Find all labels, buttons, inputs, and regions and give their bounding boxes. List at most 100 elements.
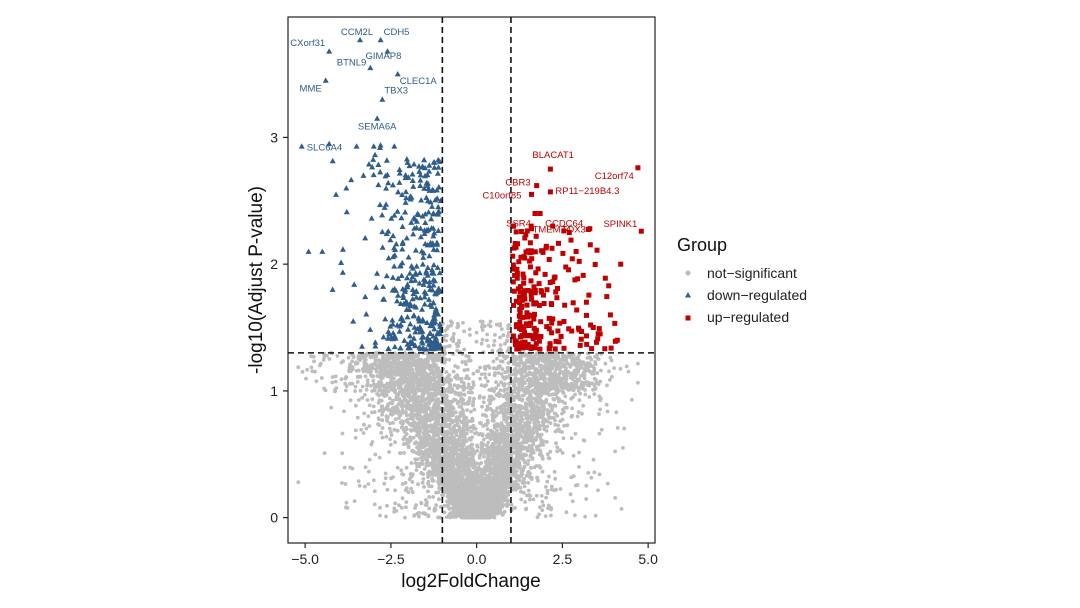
not-significant-point [439, 423, 444, 427]
not-significant-point [540, 508, 545, 513]
not-significant-point [346, 355, 351, 360]
not-significant-point [409, 428, 414, 433]
not-significant-point [344, 375, 348, 379]
not-significant-point [415, 464, 420, 469]
not-significant-point [318, 363, 322, 368]
not-significant-point [334, 386, 339, 390]
not-significant-point [399, 468, 404, 473]
not-significant-point [504, 482, 509, 487]
not-significant-point [469, 442, 474, 447]
not-significant-point [406, 445, 411, 450]
not-significant-point [503, 428, 508, 433]
not-significant-point [434, 352, 439, 357]
not-significant-point [565, 423, 570, 428]
not-significant-point [442, 407, 447, 411]
not-significant-point [469, 485, 473, 489]
not-significant-point [519, 418, 524, 423]
not-significant-point [363, 465, 368, 469]
not-significant-point [543, 514, 548, 518]
not-significant-point [507, 323, 512, 328]
not-significant-point [483, 413, 487, 417]
not-significant-point [360, 396, 365, 400]
not-significant-point [392, 387, 397, 392]
not-significant-point [555, 395, 559, 400]
not-significant-point [413, 441, 417, 446]
not-significant-point [462, 392, 467, 397]
not-significant-point [503, 382, 507, 387]
not-significant-point [465, 408, 469, 412]
not-significant-point [437, 497, 441, 502]
not-significant-point [531, 497, 536, 502]
not-significant-point [457, 437, 462, 442]
not-significant-point [597, 431, 602, 436]
not-significant-point [393, 488, 397, 493]
not-significant-point [592, 376, 597, 381]
not-significant-point [391, 421, 395, 425]
not-significant-point [397, 390, 402, 394]
not-significant-point [525, 358, 529, 362]
not-significant-point [462, 347, 467, 352]
not-significant-point [379, 430, 384, 435]
not-significant-point [513, 422, 517, 427]
not-significant-point [626, 369, 631, 374]
not-significant-point [393, 352, 397, 356]
not-significant-point [486, 451, 491, 456]
not-significant-point [365, 398, 370, 402]
not-significant-point [468, 386, 473, 391]
not-significant-point [422, 485, 426, 489]
not-significant-point [489, 388, 494, 393]
not-significant-point [526, 462, 530, 467]
not-significant-point [358, 374, 362, 379]
not-significant-point [553, 476, 558, 481]
not-significant-point [408, 371, 413, 375]
not-significant-point [470, 390, 474, 395]
not-significant-point [340, 481, 344, 485]
not-significant-point [577, 361, 581, 366]
not-significant-point [360, 384, 365, 389]
not-significant-point [460, 360, 465, 364]
not-significant-point [488, 479, 493, 484]
not-significant-point [403, 481, 408, 485]
not-significant-point [515, 416, 520, 421]
not-significant-point [526, 420, 530, 425]
not-significant-point [426, 514, 431, 519]
not-significant-point [541, 503, 546, 508]
not-significant-point [529, 477, 534, 481]
not-significant-point [456, 344, 460, 349]
not-significant-point [451, 452, 456, 457]
not-significant-point [534, 464, 539, 468]
not-significant-point [371, 478, 376, 483]
not-significant-point [560, 362, 565, 366]
not-significant-point [590, 364, 595, 369]
not-significant-point [482, 449, 487, 453]
not-significant-point [296, 365, 301, 370]
not-significant-point [480, 319, 485, 324]
not-significant-point [455, 428, 460, 433]
not-significant-point [527, 435, 531, 440]
not-significant-point [545, 452, 550, 457]
not-significant-point [414, 408, 418, 413]
not-significant-point [373, 452, 378, 457]
not-significant-point [563, 401, 567, 406]
not-significant-point [420, 462, 425, 466]
not-significant-point [485, 427, 490, 431]
not-significant-point [455, 386, 460, 390]
not-significant-point [416, 447, 421, 452]
not-significant-point [461, 320, 465, 325]
not-significant-point [426, 489, 430, 494]
not-significant-point [449, 377, 453, 382]
not-significant-point [487, 372, 492, 377]
not-significant-point [367, 424, 372, 428]
not-significant-point [421, 477, 426, 481]
not-significant-point [556, 373, 561, 377]
not-significant-point [397, 503, 401, 508]
not-significant-point [479, 372, 484, 377]
not-significant-point [300, 370, 305, 374]
not-significant-point [454, 515, 459, 519]
not-significant-point [621, 446, 625, 450]
not-significant-point [530, 457, 535, 461]
not-significant-point [392, 427, 397, 432]
not-significant-point [393, 440, 397, 445]
not-significant-point [384, 434, 389, 439]
not-significant-point [404, 432, 409, 436]
